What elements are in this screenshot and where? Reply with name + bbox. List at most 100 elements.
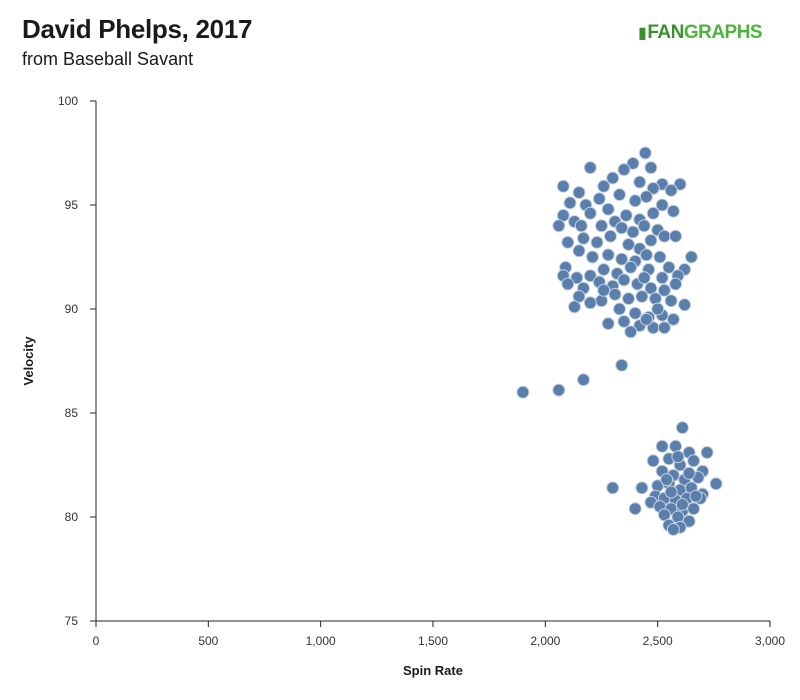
scatter-point — [637, 219, 651, 233]
scatter-point — [592, 192, 606, 206]
scatter-point — [675, 421, 689, 435]
scatter-point — [657, 283, 671, 297]
scatter-point — [615, 252, 629, 266]
scatter-point — [639, 248, 653, 262]
scatter-point — [682, 466, 696, 480]
scatter-point — [561, 277, 575, 291]
scatter-point — [622, 238, 635, 251]
scatter-point — [666, 312, 680, 326]
scatter-point — [664, 183, 678, 197]
scatter-point — [613, 188, 626, 202]
scatter-point — [660, 473, 674, 487]
scatter-point — [615, 358, 629, 372]
y-tick-label: 100 — [58, 94, 78, 108]
scatter-point — [671, 450, 685, 464]
scatter-point — [568, 300, 581, 314]
scatter-point — [601, 248, 615, 262]
scatter-point — [655, 439, 669, 453]
scatter-point — [678, 298, 692, 312]
scatter-point — [655, 271, 669, 285]
x-tick-label: 2,000 — [530, 634, 560, 648]
scatter-point — [687, 502, 701, 516]
scatter-point — [615, 221, 629, 235]
scatter-point — [682, 514, 696, 528]
scatter-point — [639, 190, 653, 204]
scatter-point — [613, 302, 626, 316]
scatter-point — [669, 229, 683, 243]
scatter-point — [644, 233, 658, 247]
scatter-point — [626, 156, 640, 170]
scatter-point — [635, 290, 649, 303]
y-tick-label: 80 — [65, 510, 79, 524]
chart-title: David Phelps, 2017 — [22, 14, 253, 44]
scatter-point — [637, 271, 651, 285]
scatter-point — [653, 250, 667, 264]
scatter-point — [583, 269, 597, 283]
scatter-point — [644, 161, 658, 175]
scatter-point — [673, 177, 687, 191]
scatter-point — [608, 287, 622, 301]
x-axis-title: Spin Rate — [403, 663, 463, 678]
scatter-point — [572, 244, 586, 258]
logo-text-fan: FAN — [647, 22, 684, 43]
scatter-point — [583, 206, 597, 220]
scatter-point — [604, 229, 617, 243]
scatter-point — [590, 235, 604, 249]
scatter-point — [666, 204, 680, 218]
y-tick-label: 90 — [65, 302, 79, 316]
scatter-point — [570, 271, 584, 285]
y-axis-title: Velocity — [21, 336, 36, 386]
scatter-point — [689, 489, 703, 503]
scatter-point — [657, 321, 671, 335]
scatter-point — [628, 502, 642, 516]
scatter-point — [597, 263, 611, 276]
x-tick-label: 3,000 — [755, 634, 785, 648]
scatter-point — [552, 383, 566, 397]
x-tick-label: 500 — [198, 634, 218, 648]
scatter-point — [597, 179, 611, 193]
scatter-point — [626, 225, 640, 239]
x-tick-label: 1,000 — [306, 634, 336, 648]
scatter-point — [595, 294, 608, 308]
scatter-point — [646, 454, 660, 468]
scatter-point — [633, 175, 647, 189]
scatter-point — [583, 161, 597, 175]
y-tick-label: 85 — [65, 406, 79, 420]
scatter-point — [563, 196, 577, 210]
y-tick-label: 75 — [65, 614, 79, 628]
scatter-point — [572, 186, 586, 199]
scatter-point — [606, 481, 620, 495]
x-tick-label: 1,500 — [418, 634, 448, 648]
scatter-point — [624, 325, 638, 339]
scatter-point — [619, 208, 633, 222]
scatter-point — [552, 219, 566, 233]
scatter-point — [700, 446, 714, 459]
chart-points — [516, 146, 723, 536]
scatter-point — [666, 523, 680, 536]
scatter-point — [617, 273, 631, 287]
scatter-point — [595, 219, 608, 233]
scatter-point — [687, 454, 701, 468]
scatter-point — [516, 385, 530, 399]
scatter-point — [556, 179, 570, 193]
x-tick-label: 0 — [93, 634, 100, 648]
scatter-point — [646, 181, 660, 195]
scatter-point — [628, 306, 642, 320]
scatter-point — [577, 373, 590, 387]
scatter-point — [622, 292, 635, 306]
scatter-point — [624, 260, 638, 274]
scatter-point — [628, 194, 642, 208]
scatter-point — [577, 231, 590, 245]
scatter-point — [639, 312, 653, 326]
chart-axes: 0 500 1,000 1,500 2,000 2,500 3,000 75 80 85 90 95 1… — [58, 94, 785, 648]
scatter-point — [709, 477, 723, 491]
scatter-point — [657, 229, 671, 243]
scatter-point — [561, 235, 575, 249]
scatter-point — [583, 296, 597, 310]
scatter-point — [574, 219, 588, 233]
fangraphs-logo-icon: ▮ — [638, 25, 647, 42]
logo-text-graphs: GRAPHS — [683, 22, 763, 43]
scatter-point — [646, 206, 660, 220]
scatter-point — [601, 317, 615, 331]
scatter-point — [664, 294, 678, 308]
